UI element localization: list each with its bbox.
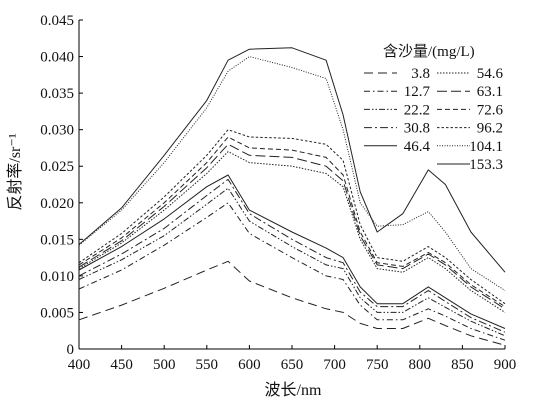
legend-label: 153.3 (469, 157, 503, 173)
legend-label: 30.8 (404, 121, 430, 137)
legend: 含沙量/(mg/L) 3.8 12.7 22.2 30.8 46.4 54.6 63.1 72… (364, 43, 504, 173)
x-tick-label: 850 (451, 357, 474, 373)
series-line-104-1 (78, 56, 506, 291)
series-line-3-8 (78, 260, 506, 346)
legend-label: 72.6 (477, 102, 504, 118)
legend-label: 104.1 (469, 139, 503, 155)
x-tick-label: 450 (110, 357, 133, 373)
legend-label: 22.2 (404, 102, 430, 118)
axes (78, 20, 505, 350)
series-line-153-3 (78, 47, 506, 273)
y-tick-label: 0 (67, 342, 75, 358)
legend-label: 46.4 (404, 139, 431, 155)
y-axis-label: 反射率/sr⁻¹ (6, 133, 24, 210)
x-axis-label: 波长/nm (265, 381, 322, 399)
legend-label: 96.2 (477, 121, 503, 137)
y-tick-label: 0.025 (40, 159, 74, 175)
y-tick-label: 0.005 (40, 305, 74, 321)
y-tick-label: 0.020 (40, 196, 74, 212)
y-tick-label: 0.030 (40, 123, 74, 139)
series-line-30-8 (78, 178, 506, 333)
y-tick-label: 0.045 (40, 13, 74, 29)
series-line-72-6 (78, 136, 506, 308)
series-lines (78, 47, 506, 346)
x-tick-label: 400 (68, 357, 91, 373)
x-tick-label: 700 (323, 357, 346, 373)
x-tick-label: 550 (196, 357, 219, 373)
y-tick-label: 0.010 (40, 269, 74, 285)
x-tick-label: 900 (494, 357, 517, 373)
x-tick-label: 650 (281, 357, 304, 373)
x-tick-label: 600 (238, 357, 261, 373)
series-line-22-2 (78, 187, 506, 337)
x-tick-label: 750 (366, 357, 389, 373)
legend-title: 含沙量/(mg/L) (383, 43, 475, 60)
x-tick-label: 800 (409, 357, 432, 373)
legend-label: 63.1 (477, 84, 503, 100)
y-tick-label: 0.035 (40, 86, 74, 102)
x-tick-label: 500 (153, 357, 176, 373)
tick-marks: 400 450 500 550 600 650 700 750 800 850 900 0 0.005 0… (40, 13, 516, 373)
legend-label: 3.8 (411, 66, 430, 82)
legend-label: 12.7 (404, 84, 431, 100)
y-tick-label: 0.040 (40, 50, 74, 66)
series-line-96-2 (78, 129, 506, 305)
series-line-46-4 (78, 174, 506, 329)
y-tick-label: 0.015 (40, 232, 74, 248)
series-line-63-1 (78, 143, 506, 310)
legend-label: 54.6 (477, 66, 504, 82)
series-line-12-7 (78, 202, 506, 341)
